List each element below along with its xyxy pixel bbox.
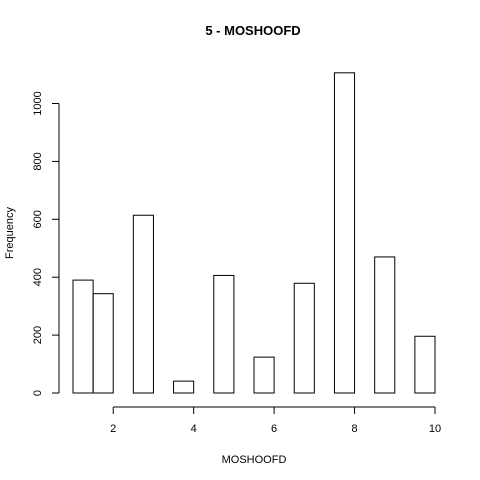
y-axis-label: Frequency [4,207,16,259]
histogram-bar [72,279,94,394]
chart-title: 5 - MOSHOOFD [205,23,300,38]
x-axis-label: MOSHOOFD [222,454,287,466]
y-tick-label: 600 [32,210,44,228]
histogram-bar [414,335,436,394]
y-tick-label: 400 [32,268,44,286]
x-tick-label: 4 [191,423,197,435]
x-tick-label: 8 [351,423,357,435]
y-tick-label: 200 [32,326,44,344]
x-tick-label: 2 [110,423,116,435]
histogram-bar [374,256,396,394]
histogram-bar [173,380,195,394]
x-axis: 2 4 6 8 10 [110,406,441,435]
histogram-bar [132,214,154,394]
y-tick-label: 1000 [32,91,44,115]
histogram-bar [92,293,114,394]
x-tick-label: 6 [271,423,277,435]
bars-group [72,72,436,394]
histogram-bar [213,274,235,394]
x-tick-label: 10 [429,423,441,435]
y-tick-label: 800 [32,152,44,170]
y-tick-label: 0 [32,390,44,396]
histogram-bar [333,72,356,394]
histogram-bar [293,282,315,394]
y-axis: 0 200 400 600 800 1000 [32,91,60,396]
histogram-bar [253,356,275,394]
